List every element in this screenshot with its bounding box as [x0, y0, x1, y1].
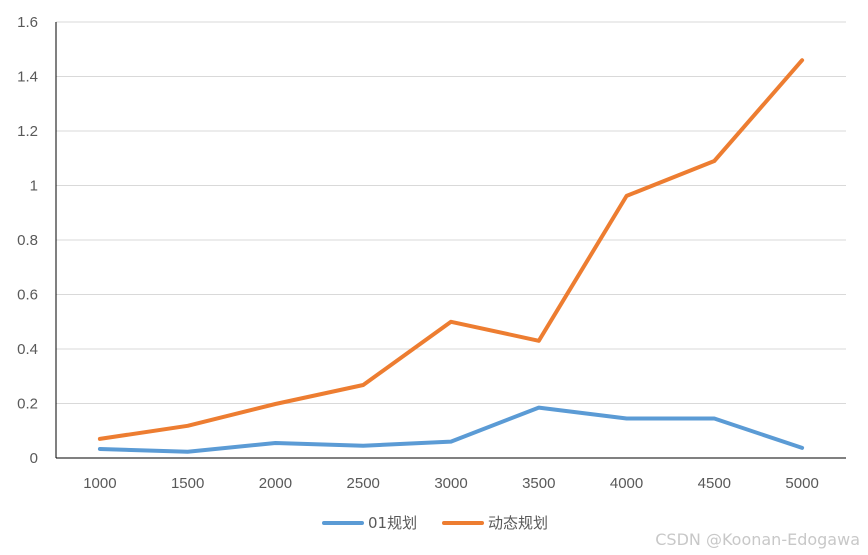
gridlines: [56, 21, 846, 404]
x-tick-label: 1500: [171, 475, 204, 492]
series-lines: [97, 58, 805, 454]
y-tick-label: 1: [30, 178, 38, 195]
y-axis-tick-labels: 0 0.2 0.4 0.6 0.8 1 1.2 1.4 1.6: [17, 14, 38, 467]
x-tick-label: 5000: [785, 475, 818, 492]
x-tick-label: 2500: [347, 475, 380, 492]
axes: [55, 22, 846, 459]
legend-label-1: 动态规划: [488, 514, 548, 532]
y-tick-label: 1.4: [17, 69, 38, 86]
y-tick-label: 0.2: [17, 396, 38, 413]
x-tick-label: 3500: [522, 475, 555, 492]
x-tick-label: 4500: [698, 475, 731, 492]
legend: 01规划 动态规划: [322, 514, 548, 532]
y-tick-label: 1.2: [17, 123, 38, 140]
x-tick-label: 1000: [83, 475, 116, 492]
y-tick-label: 0.8: [17, 232, 38, 249]
y-tick-label: 0.4: [17, 341, 38, 358]
series-line-1: [97, 58, 805, 441]
legend-label-0: 01规划: [368, 514, 417, 532]
series-line-0: [97, 405, 805, 454]
y-tick-label: 0: [30, 450, 38, 467]
x-tick-label: 4000: [610, 475, 643, 492]
y-tick-label: 0.6: [17, 287, 38, 304]
watermark: CSDN @Koonan-Edogawa: [655, 530, 860, 549]
x-tick-label: 2000: [259, 475, 292, 492]
y-tick-label: 1.6: [17, 14, 38, 31]
x-tick-label: 3000: [434, 475, 467, 492]
x-axis-tick-labels: 1000 1500 2000 2500 3000 3500 4000 4500 5000: [83, 475, 819, 492]
